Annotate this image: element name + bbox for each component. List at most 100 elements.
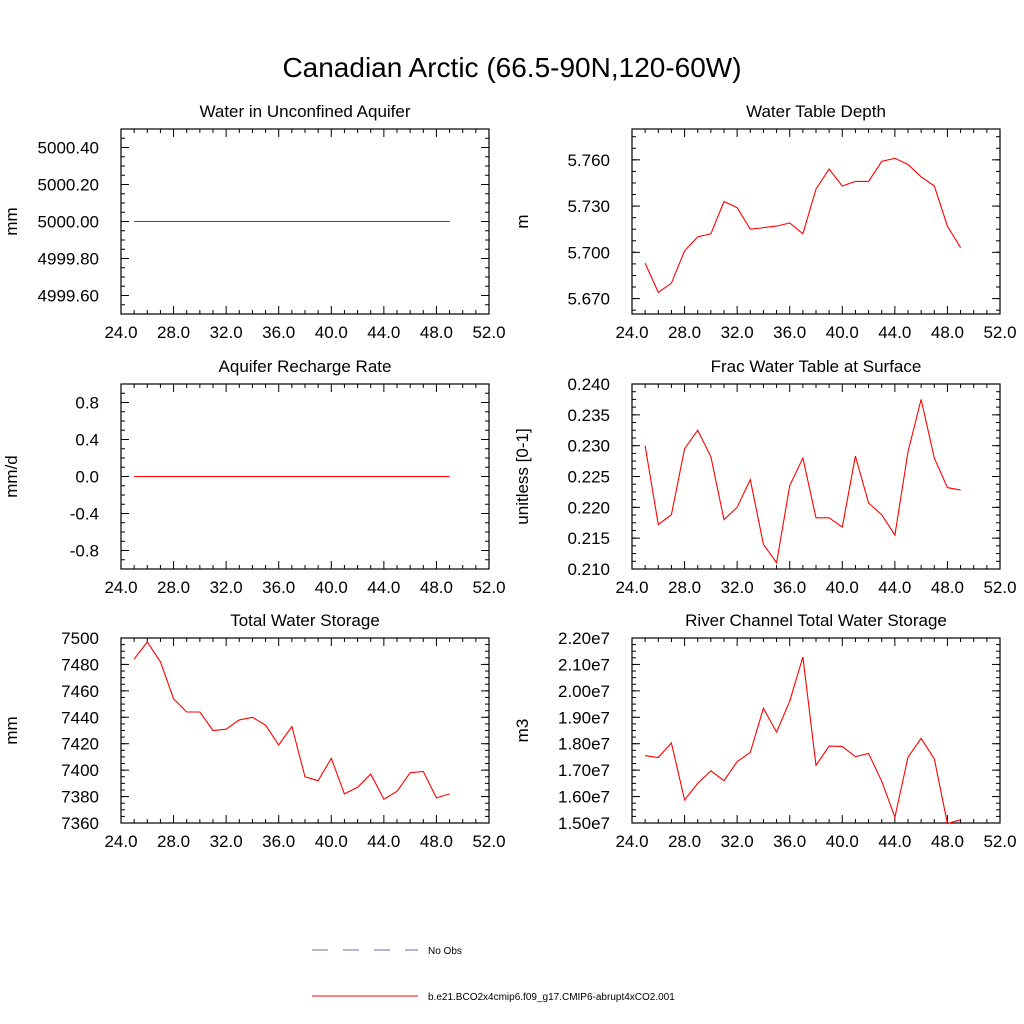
x-tick-label: 44.0: [367, 832, 400, 851]
x-tick-label: 36.0: [262, 578, 295, 597]
y-tick-label: 0.4: [75, 431, 99, 450]
y-tick-label: 0.0: [75, 468, 99, 487]
x-tick-label: 28.0: [157, 832, 190, 851]
x-tick-label: 40.0: [826, 832, 859, 851]
panel-title: Water in Unconfined Aquifer: [199, 102, 410, 121]
y-axis-label: mm/d: [2, 455, 21, 498]
y-tick-label: 0.220: [567, 498, 610, 517]
y-tick-label: 2.00e7: [558, 682, 610, 701]
y-tick-label: 7420: [61, 735, 99, 754]
y-axis-label: mm: [2, 716, 21, 744]
legend-label: b.e21.BCO2x4cmip6.f09_g17.CMIP6-abrupt4x…: [428, 992, 675, 1003]
x-tick-label: 52.0: [983, 832, 1016, 851]
y-tick-label: 4999.80: [38, 250, 99, 269]
x-tick-label: 32.0: [210, 578, 243, 597]
panel-6: River Channel Total Water Storage m3 24.0 2…: [513, 611, 1017, 851]
y-tick-label: 7440: [61, 708, 99, 727]
y-tick-label: 7480: [61, 655, 99, 674]
y-tick-label: 0.210: [567, 560, 610, 579]
x-tick-label: 40.0: [315, 323, 348, 342]
x-tick-label: 24.0: [615, 832, 648, 851]
y-axis-label: m3: [513, 719, 532, 743]
y-tick-label: 5000.40: [38, 139, 99, 158]
y-tick-label: 5000.00: [38, 213, 99, 232]
panel-title: Water Table Depth: [746, 102, 886, 121]
x-tick-label: 32.0: [721, 323, 754, 342]
y-tick-label: 0.225: [567, 468, 610, 487]
y-tick-label: 0.230: [567, 437, 610, 456]
y-tick-label: 5000.20: [38, 176, 99, 195]
x-tick-label: 36.0: [773, 578, 806, 597]
x-tick-label: 36.0: [262, 832, 295, 851]
y-tick-label: 5.700: [567, 243, 610, 262]
x-tick-label: 32.0: [210, 832, 243, 851]
x-tick-label: 48.0: [931, 323, 964, 342]
y-tick-label: 1.50e7: [558, 814, 610, 833]
series-line: [133, 641, 450, 800]
x-tick-label: 48.0: [420, 578, 453, 597]
x-tick-label: 52.0: [472, 578, 505, 597]
y-tick-label: 7380: [61, 788, 99, 807]
x-tick-label: 52.0: [983, 323, 1016, 342]
figure-title: Canadian Arctic (66.5-90N,120-60W): [282, 52, 742, 83]
plot-frame: [631, 637, 1001, 824]
x-tick-label: 48.0: [420, 323, 453, 342]
plot-frame: [631, 128, 1001, 315]
x-tick-label: 32.0: [721, 578, 754, 597]
series-line: [644, 157, 962, 294]
y-tick-label: 1.70e7: [558, 761, 610, 780]
panel-1: Water in Unconfined Aquifer mm 24.0 28.0 32.…: [2, 102, 506, 342]
series-line: [645, 656, 961, 825]
x-tick-label: 24.0: [615, 578, 648, 597]
y-tick-label: 7400: [61, 761, 99, 780]
panel-title: Aquifer Recharge Rate: [219, 357, 392, 376]
x-tick-label: 40.0: [826, 578, 859, 597]
y-tick-label: 5.760: [567, 151, 610, 170]
legend-label: No Obs: [428, 946, 462, 957]
x-tick-label: 40.0: [315, 832, 348, 851]
x-tick-label: 52.0: [983, 578, 1016, 597]
x-tick-label: 52.0: [472, 832, 505, 851]
x-tick-label: 24.0: [104, 323, 137, 342]
panel-2: Water Table Depth m 24.0 28.0 32.0 36.0 40.0 44…: [513, 102, 1017, 342]
y-tick-label: 0.8: [75, 394, 99, 413]
panel-title: River Channel Total Water Storage: [685, 611, 947, 630]
panel-title: Frac Water Table at Surface: [711, 357, 922, 376]
x-tick-label: 44.0: [878, 832, 911, 851]
x-tick-label: 44.0: [878, 578, 911, 597]
x-tick-label: 24.0: [104, 578, 137, 597]
y-tick-label: 7460: [61, 682, 99, 701]
y-tick-label: 4999.60: [38, 287, 99, 306]
x-tick-label: 36.0: [262, 323, 295, 342]
x-tick-label: 48.0: [931, 578, 964, 597]
x-tick-label: 32.0: [721, 832, 754, 851]
y-tick-label: 2.10e7: [558, 655, 610, 674]
y-tick-label: -0.4: [70, 505, 99, 524]
panel-5: Total Water Storage mm 24.0 28.0 32.0 36.0 40.…: [2, 611, 506, 851]
x-tick-label: 48.0: [931, 832, 964, 851]
x-tick-label: 44.0: [367, 323, 400, 342]
x-tick-label: 36.0: [773, 832, 806, 851]
y-tick-label: 5.670: [567, 290, 610, 309]
x-tick-label: 28.0: [157, 578, 190, 597]
y-tick-label: 1.80e7: [558, 735, 610, 754]
y-axis-label: m: [513, 214, 532, 228]
y-tick-label: 0.215: [567, 529, 610, 548]
x-tick-label: 28.0: [668, 323, 701, 342]
y-tick-label: 5.730: [567, 197, 610, 216]
x-tick-label: 40.0: [315, 578, 348, 597]
y-tick-label: 7360: [61, 814, 99, 833]
y-axis-label: unitless [0-1]: [513, 428, 532, 524]
y-tick-label: -0.8: [70, 542, 99, 561]
x-tick-label: 32.0: [210, 323, 243, 342]
x-tick-label: 36.0: [773, 323, 806, 342]
x-tick-label: 28.0: [157, 323, 190, 342]
panel-4: Frac Water Table at Surface unitless [0-1…: [513, 357, 1017, 597]
y-tick-label: 1.90e7: [558, 708, 610, 727]
x-tick-label: 40.0: [826, 323, 859, 342]
panel-title: Total Water Storage: [230, 611, 380, 630]
panel-3: Aquifer Recharge Rate mm/d 24.0 28.0 32.0 36.…: [2, 357, 506, 597]
y-tick-label: 0.235: [567, 406, 610, 425]
